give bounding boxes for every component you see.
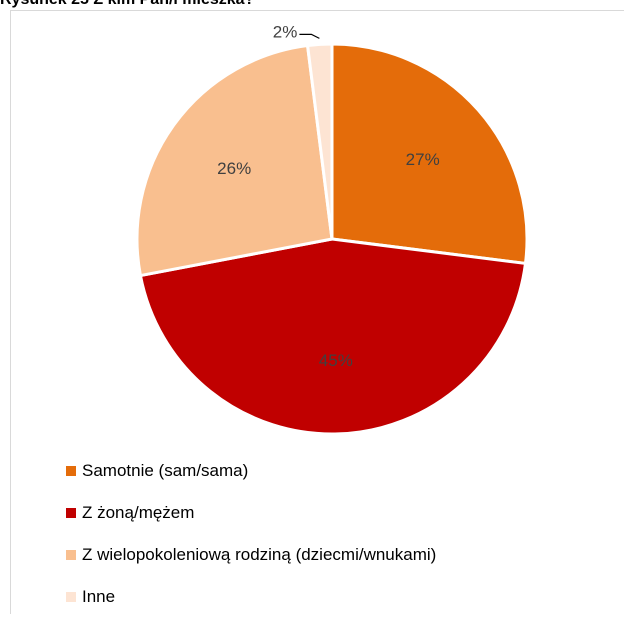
data-label-samotnie: 27% [406, 150, 440, 169]
legend-item-samotnie: Samotnie (sam/sama) [66, 450, 436, 492]
legend-swatch [66, 592, 76, 602]
pie-slice-z-wielopokoleniowa-rodzina [135, 43, 334, 278]
legend-label: Z żoną/mężem [82, 503, 195, 522]
legend-swatch [66, 466, 76, 476]
chart-legend: Samotnie (sam/sama) Z żoną/mężem Z wielo… [66, 450, 436, 618]
leader-line-inne [299, 33, 320, 39]
legend-swatch [66, 508, 76, 518]
legend-swatch [66, 550, 76, 560]
data-label-z-zona-mezem: 45% [319, 351, 353, 370]
legend-label: Inne [82, 587, 116, 606]
chart-frame [10, 10, 624, 614]
chart-title: Rysunek 25 Z kim Pan/i mieszka? [0, 0, 254, 9]
pie-slice-inne [305, 42, 334, 240]
data-label-inne: 2% [273, 22, 298, 41]
pie-slice-z-zona-mezem [138, 237, 528, 436]
legend-label: Samotnie (sam/sama) [82, 461, 249, 480]
data-label-z-wielopokoleniowa-rodzina: 26% [217, 159, 251, 178]
pie-slice-samotnie [330, 42, 529, 266]
legend-item-z-zona-mezem: Z żoną/mężem [66, 492, 436, 534]
legend-item-z-wielopokoleniowa-rodzina: Z wielopokoleniową rodziną (dziecmi/wnuk… [66, 534, 436, 576]
legend-item-inne: Inne [66, 576, 436, 618]
legend-label: Z wielopokoleniową rodziną (dziecmi/wnuk… [82, 545, 437, 564]
